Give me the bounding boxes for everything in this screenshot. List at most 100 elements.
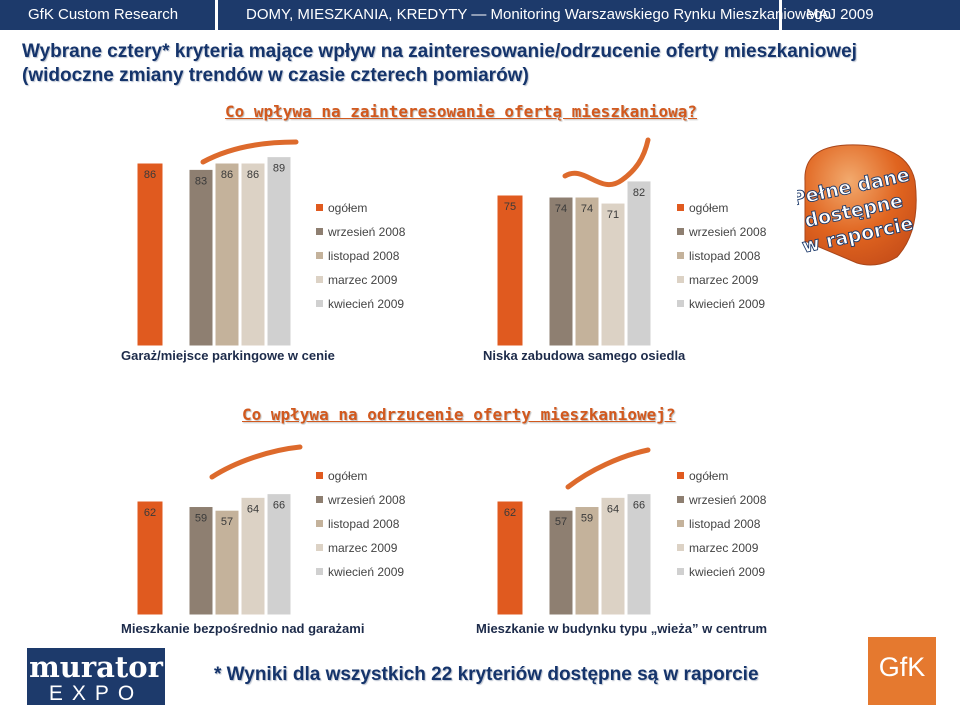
data-label: 82 xyxy=(633,187,645,199)
legend-entry: wrzesień 2008 xyxy=(688,493,767,507)
header-divider xyxy=(779,0,782,30)
bar xyxy=(626,180,652,347)
legend-swatch xyxy=(316,496,323,503)
data-label: 57 xyxy=(221,516,233,528)
legend-entry: marzec 2009 xyxy=(328,273,398,287)
logo-murator-text: murator xyxy=(29,650,163,684)
legend-swatch xyxy=(316,472,323,479)
trend-swoosh xyxy=(565,447,651,490)
page-title-line1: Wybrane cztery* kryteria mające wpływ na… xyxy=(22,41,857,62)
trend-swoosh xyxy=(562,137,651,188)
legend-entry: kwiecień 2009 xyxy=(689,297,765,311)
bar xyxy=(214,162,240,347)
data-label: 86 xyxy=(144,169,156,181)
data-label: 86 xyxy=(221,169,233,181)
legend-swatch xyxy=(316,568,323,575)
bar xyxy=(600,496,626,616)
trend-swoosh xyxy=(200,139,299,165)
legend-entry: marzec 2009 xyxy=(328,541,398,555)
legend-entry: marzec 2009 xyxy=(689,273,759,287)
bar xyxy=(136,162,164,347)
trend-swoosh xyxy=(209,444,303,480)
legend-entry: kwiecień 2009 xyxy=(689,565,765,579)
legend-swatch xyxy=(316,204,323,211)
data-label: 62 xyxy=(504,507,516,519)
bar xyxy=(574,506,600,616)
header-date: MAJ 2009 xyxy=(806,6,874,23)
legend-swatch xyxy=(677,472,684,479)
legend-swatch xyxy=(677,544,684,551)
legend-swatch xyxy=(316,544,323,551)
murator-expo-logo: murator EXPO xyxy=(27,648,165,705)
legend-entry: ogółem xyxy=(689,469,728,483)
header-title: DOMY, MIESZKANIA, KREDYTY — Monitoring W… xyxy=(246,6,831,23)
legend-swatch xyxy=(677,300,684,307)
legend-swatch xyxy=(677,276,684,283)
data-label: 66 xyxy=(273,500,285,512)
chart-title: Mieszkanie bezpośrednio nad garażami xyxy=(121,621,365,636)
data-label: 57 xyxy=(555,516,567,528)
header-brand: GfK Custom Research xyxy=(28,6,179,23)
data-label: 59 xyxy=(581,513,593,525)
bar xyxy=(266,156,292,347)
legend-swatch xyxy=(677,496,684,503)
legend-swatch xyxy=(677,204,684,211)
legend-swatch xyxy=(316,252,323,259)
legend-entry: listopad 2008 xyxy=(689,517,761,531)
legend-entry: wrzesień 2008 xyxy=(688,225,767,239)
legend-swatch xyxy=(677,252,684,259)
data-label: 83 xyxy=(195,175,207,187)
legend-entry: marzec 2009 xyxy=(689,541,759,555)
bar xyxy=(214,509,240,616)
data-label: 66 xyxy=(633,500,645,512)
chart-title: Niska zabudowa samego osiedla xyxy=(483,348,686,363)
bar xyxy=(240,496,266,616)
full-data-badge: Pełne dane dostępne w raporcie xyxy=(797,144,917,266)
legend-swatch xyxy=(316,520,323,527)
legend-entry: listopad 2008 xyxy=(328,249,400,263)
gfk-logo-text: GfK xyxy=(878,652,926,682)
legend-entry: kwiecień 2009 xyxy=(328,297,404,311)
gfk-logo: GfK xyxy=(868,637,936,705)
legend-entry: listopad 2008 xyxy=(328,517,400,531)
page-title-line2: (widoczne zmiany trendów w czasie cztere… xyxy=(22,65,529,86)
data-label: 62 xyxy=(144,507,156,519)
legend-entry: ogółem xyxy=(328,201,367,215)
data-label: 64 xyxy=(247,503,259,515)
legend-swatch xyxy=(677,568,684,575)
bar xyxy=(548,509,574,616)
data-label: 59 xyxy=(195,513,207,525)
chart-title: Garaż/miejsce parkingowe w cenie xyxy=(121,348,335,363)
legend-entry: wrzesień 2008 xyxy=(327,225,406,239)
legend-entry: listopad 2008 xyxy=(689,249,761,263)
bar xyxy=(188,168,214,347)
legend-entry: ogółem xyxy=(689,201,728,215)
question-interest: Co wpływa na zainteresowanie ofertą mies… xyxy=(225,102,698,121)
data-label: 86 xyxy=(247,169,259,181)
bar xyxy=(574,196,600,347)
legend-swatch xyxy=(316,300,323,307)
data-label: 71 xyxy=(607,209,619,221)
data-label: 74 xyxy=(581,203,593,215)
bar xyxy=(266,493,292,616)
bar xyxy=(600,202,626,347)
legend-swatch xyxy=(677,228,684,235)
logo-expo-text: EXPO xyxy=(48,682,144,705)
legend-swatch xyxy=(316,228,323,235)
chart-title: Mieszkanie w budynku typu „wieża” w cent… xyxy=(476,621,768,636)
bar xyxy=(626,493,652,616)
page-title: Wybrane cztery* kryteria mające wpływ na… xyxy=(22,40,942,88)
bar xyxy=(188,506,214,616)
legend-swatch xyxy=(677,520,684,527)
bar xyxy=(548,196,574,347)
bar xyxy=(496,500,524,616)
header-divider xyxy=(215,0,218,30)
data-label: 64 xyxy=(607,503,619,515)
bar xyxy=(496,194,524,347)
header-bar: GfK Custom Research DOMY, MIESZKANIA, KR… xyxy=(0,0,960,30)
bar xyxy=(240,162,266,347)
bar xyxy=(136,500,164,616)
data-label: 89 xyxy=(273,163,285,175)
legend-swatch xyxy=(316,276,323,283)
